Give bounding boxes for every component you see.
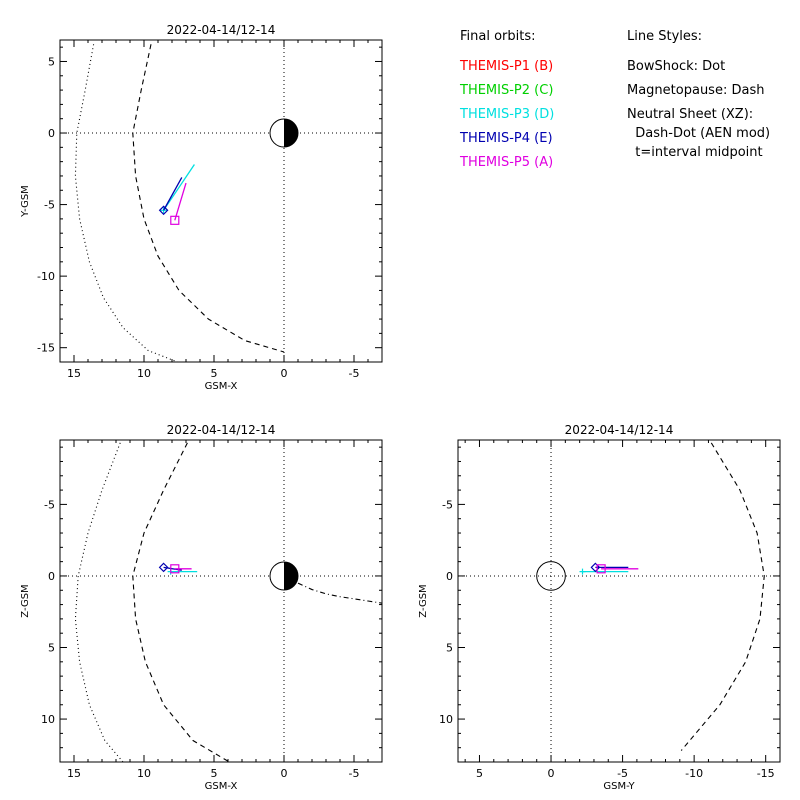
x-tick-label: 5	[211, 767, 218, 780]
magnetopause-curve	[132, 442, 230, 762]
earth-night-side	[284, 119, 298, 148]
x-tick-label: 0	[281, 367, 288, 380]
y-tick-label: 0	[48, 570, 55, 583]
x-tick-label: 10	[137, 767, 151, 780]
y-tick-label: -10	[37, 270, 55, 283]
orbit-track	[163, 177, 183, 211]
y-tick-label: -5	[44, 498, 55, 511]
orbit-track	[174, 182, 187, 221]
x-tick-label: 5	[476, 767, 483, 780]
magnetopause-curve	[680, 442, 765, 751]
y-tick-label: 10	[41, 713, 55, 726]
yz-plane-panel: 2022-04-14/12-145 0 -5 -10 -151050-5GSM-YZ-G…	[418, 423, 781, 792]
x-tick-label: 0	[548, 767, 555, 780]
chart-title: 2022-04-14/12-14	[167, 23, 276, 37]
x-tick-label: 5	[211, 367, 218, 380]
x-axis-label: GSM-X	[205, 381, 238, 392]
orbit-track	[163, 164, 195, 211]
x-tick-label: 15	[67, 767, 81, 780]
style-magnetopause: Magnetopause: Dash	[627, 83, 764, 98]
style-interval-midpoint: t=interval midpoint	[627, 145, 763, 160]
plot-frame	[59, 439, 383, 763]
styles-title: Line Styles:	[627, 29, 702, 44]
x-tick-label: -5	[349, 367, 360, 380]
style-neutral-sheet: Neutral Sheet (XZ):	[627, 107, 753, 122]
orbits-title: Final orbits:	[460, 29, 536, 44]
earth-icon	[536, 561, 566, 591]
probe-marker-diamond	[590, 562, 601, 573]
x-axis-label: GSM-X	[205, 781, 238, 792]
neutral-sheet-curve	[297, 582, 382, 604]
probe-marker-square	[596, 564, 606, 574]
probe-marker-diamond	[158, 562, 169, 573]
bowshock-curve	[74, 44, 178, 362]
legend-probe-p5: THEMIS-P5 (A)	[459, 155, 553, 170]
probe-marker-diamond	[158, 205, 169, 216]
y-tick-label: -5	[442, 498, 453, 511]
legend-probe-p4: THEMIS-P4 (E)	[459, 131, 553, 146]
style-neutral-sheet-aen: Dash-Dot (AEN mod)	[627, 126, 770, 141]
y-tick-label: -5	[44, 199, 55, 212]
plot-area	[458, 440, 780, 762]
y-tick-label: 5	[48, 642, 55, 655]
x-tick-label: -5	[349, 767, 360, 780]
y-tick-label: -15	[37, 342, 55, 355]
y-tick-label: 0	[446, 570, 453, 583]
y-axis-label: Z-GSM	[418, 584, 429, 617]
earth-night-side	[284, 561, 298, 590]
x-tick-label: -15	[757, 767, 775, 780]
x-tick-label: -5	[617, 767, 628, 780]
chart-title: 2022-04-14/12-14	[167, 423, 276, 437]
plot-area	[60, 440, 382, 762]
legend-probe-p3: THEMIS-P3 (D)	[459, 107, 554, 122]
probe-marker-square	[170, 564, 180, 574]
probe-marker-square	[170, 215, 180, 225]
style-bowshock: BowShock: Dot	[627, 59, 725, 74]
bowshock-curve	[74, 442, 124, 762]
x-axis-label: GSM-Y	[603, 781, 635, 792]
y-axis-label: Z-GSM	[20, 584, 31, 617]
probe-marker-star	[579, 568, 586, 575]
y-tick-label: 0	[48, 127, 55, 140]
xy-plane-panel: 2022-04-14/12-14 15 10 5 0 -5 5 0 -5 -10 -15 GSM-X Y…	[20, 23, 383, 392]
y-tick-label: 5	[48, 55, 55, 68]
legend: Final orbits: THEMIS-P1 (B) THEMIS-P2 (C…	[459, 29, 770, 170]
plot-frame	[457, 439, 781, 763]
y-tick-label: 10	[439, 713, 453, 726]
x-tick-label: 0	[281, 767, 288, 780]
xz-plane-panel: 2022-04-14/12-14 15 10 5 0 -5 10 5 0 -5 GSM-X Z-GSM	[20, 423, 383, 792]
legend-probe-p2: THEMIS-P2 (C)	[459, 83, 553, 98]
legend-probe-p1: THEMIS-P1 (B)	[459, 59, 553, 74]
chart-title: 2022-04-14/12-14	[565, 423, 674, 437]
x-tick-label: 15	[67, 367, 81, 380]
plot-frame	[59, 39, 383, 363]
plot-area	[60, 40, 382, 362]
x-tick-label: 10	[137, 367, 151, 380]
x-tick-label: -10	[685, 767, 703, 780]
y-tick-label: 5	[446, 642, 453, 655]
magnetopause-curve	[132, 44, 285, 353]
y-axis-label: Y-GSM	[20, 185, 31, 218]
